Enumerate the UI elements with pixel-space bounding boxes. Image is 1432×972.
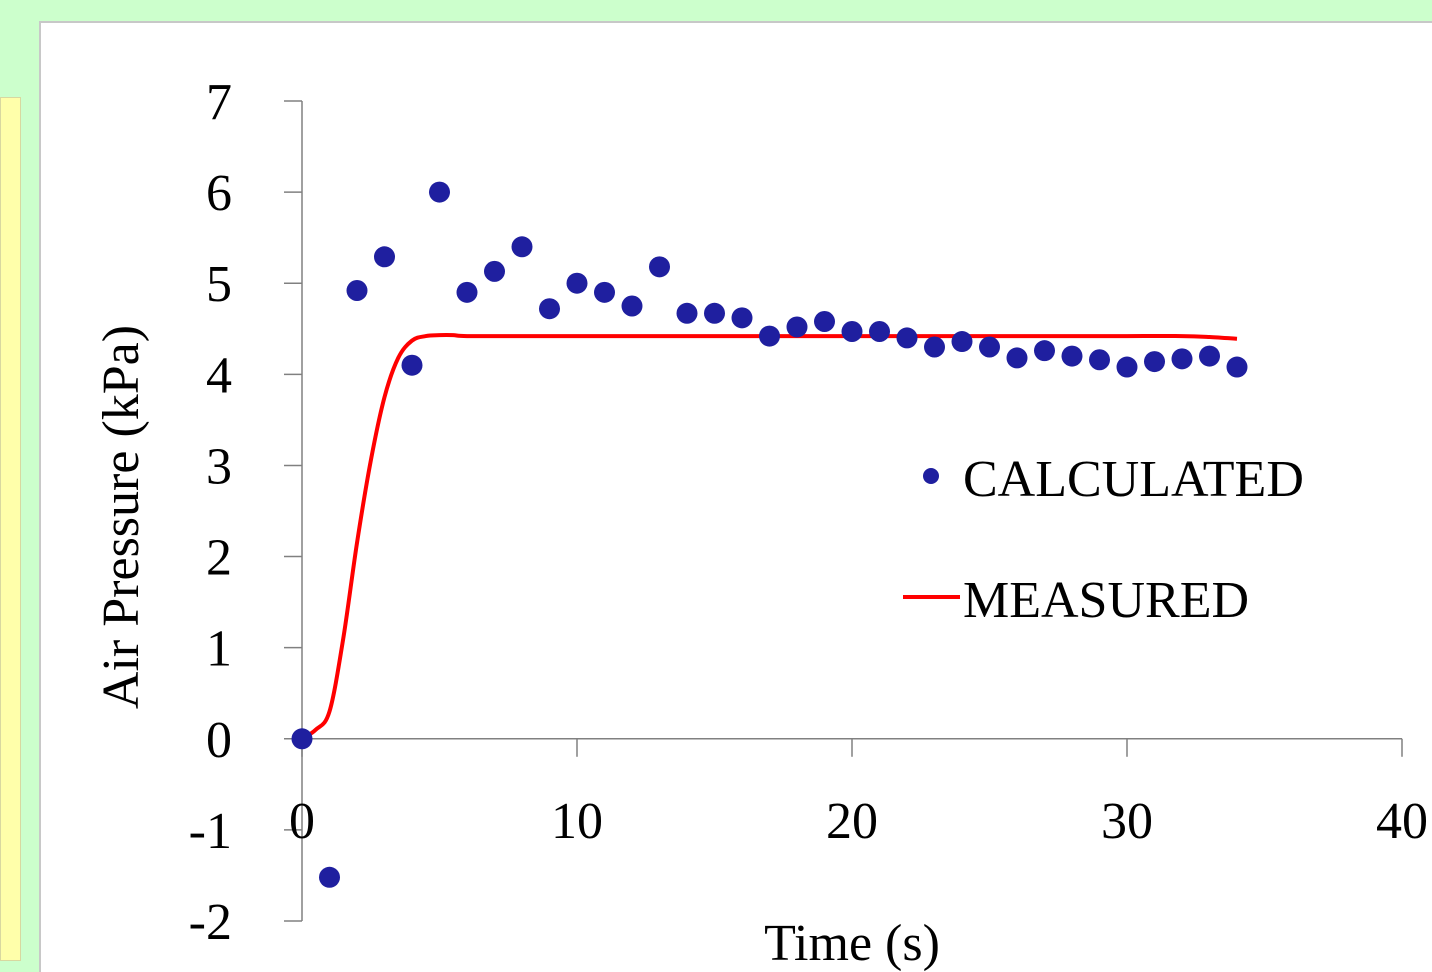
chart-panel (39, 21, 1432, 972)
calculated-point (374, 246, 395, 268)
calculated-point (1116, 356, 1138, 378)
legend-marker-calculated (923, 468, 939, 484)
y-tick-label: 5 (206, 256, 232, 313)
y-tick-label: 1 (206, 621, 232, 678)
y-tick-label: 7 (206, 74, 232, 131)
calculated-point (401, 354, 423, 376)
legend: CALCULATED MEASURED (903, 451, 1304, 629)
x-tick-label: 30 (1101, 793, 1153, 850)
y-tick-label: 6 (206, 165, 232, 222)
calculated-point (1061, 345, 1083, 367)
x-tick-label: 10 (551, 793, 603, 850)
calculated-point (1034, 340, 1055, 362)
legend-item-measured: MEASURED (903, 572, 1249, 629)
calculated-point (814, 310, 835, 332)
y-tick-label: -1 (189, 803, 232, 860)
y-tick-label: -2 (189, 894, 232, 951)
calculated-point (319, 866, 340, 888)
calculated-point (291, 728, 313, 750)
calculated-point (1006, 347, 1028, 369)
calculated-point (1226, 356, 1248, 378)
calculated-point (456, 281, 478, 303)
legend-label-measured: MEASURED (963, 572, 1249, 629)
calculated-point (979, 336, 1000, 358)
calculated-point (731, 307, 753, 329)
x-tick-label: 40 (1376, 793, 1428, 850)
calculated-point (346, 280, 368, 302)
x-tick-label: 0 (289, 793, 315, 850)
calculated-point (1144, 351, 1165, 373)
calculated-point (759, 325, 780, 347)
calculated-point (649, 256, 670, 278)
calculated-point (1089, 349, 1110, 371)
y-tick-label: 3 (206, 438, 232, 495)
y-axis-title: Air Pressure (kPa) (93, 325, 150, 709)
calculated-point (484, 260, 505, 282)
measured-line (300, 333, 1238, 741)
calculated-point (841, 321, 863, 343)
calculated-point (924, 336, 945, 358)
calculated-point (869, 321, 890, 343)
calculated-point (511, 236, 533, 258)
calculated-point (951, 331, 973, 353)
side-panel (0, 97, 21, 961)
calculated-point (896, 327, 918, 349)
calculated-point (429, 181, 450, 203)
calculated-point (566, 272, 588, 294)
calculated-point (786, 316, 808, 338)
y-tick-label: 0 (206, 712, 232, 769)
legend-item-calculated: CALCULATED (923, 451, 1304, 508)
y-axis: -2 -1 0 1 2 3 4 5 6 7 (189, 74, 303, 951)
x-tick-label: 20 (826, 793, 878, 850)
y-tick-label: 2 (206, 530, 232, 587)
calculated-point (539, 298, 560, 320)
calculated-point (594, 281, 615, 303)
calculated-point (621, 295, 643, 317)
measured-series (300, 333, 1238, 741)
x-axis-title: Time (s) (764, 915, 940, 972)
calculated-point (1199, 345, 1220, 367)
calculated-point (676, 302, 698, 324)
calculated-point (704, 302, 725, 324)
calculated-point (1171, 348, 1193, 370)
x-axis: 0 10 20 30 40 (289, 738, 1428, 850)
y-tick-label: 4 (206, 347, 232, 404)
calculated-series (291, 181, 1248, 888)
legend-label-calculated: CALCULATED (963, 451, 1304, 508)
